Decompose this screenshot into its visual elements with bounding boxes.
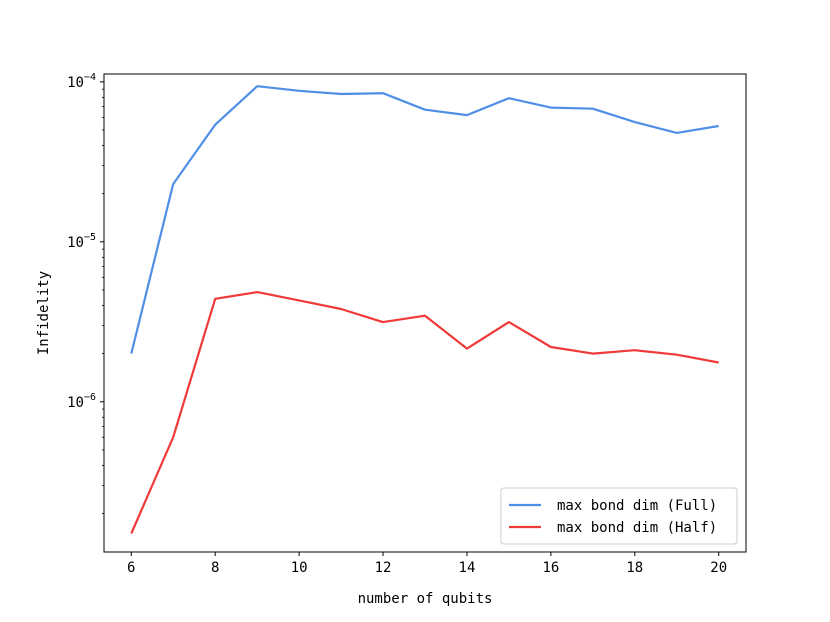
x-tick-label: 20 [710,560,727,576]
x-tick-label: 14 [459,560,476,576]
x-tick-label: 16 [542,560,559,576]
x-tick-label: 8 [211,560,219,576]
y-tick-label: 10−6 [67,392,96,411]
legend-entry-label: max bond dim (Full) [557,498,717,514]
x-tick-label: 6 [127,560,135,576]
series-line-full [130,85,719,354]
series-layer [130,85,719,534]
x-tick-label: 10 [291,560,308,576]
y-tick-label: 10−5 [67,232,96,251]
legend-entry-label: max bond dim (Half) [557,520,717,536]
y-tick-label: 10−4 [67,72,96,91]
ticks-layer: 6 8 10 12 14 16 18 20 10−6 10−5 10−4 [67,72,727,576]
x-axis-label: number of qubits [358,591,493,607]
x-tick-label: 12 [375,560,392,576]
plot-frame [103,73,747,553]
series-line-half [130,291,719,534]
x-tick-label: 18 [626,560,643,576]
y-axis-label: Infidelity [36,271,52,355]
legend: max bond dim (Full) max bond dim (Half) [500,487,738,545]
legend-box [500,487,738,545]
